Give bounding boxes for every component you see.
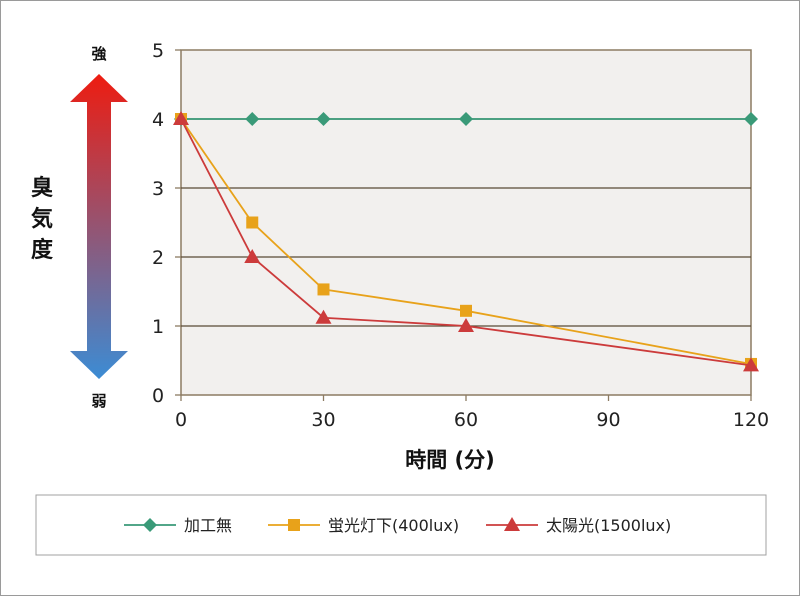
data-point-triangle [173,111,189,125]
legend-label: 蛍光灯下(400lux) [328,516,459,535]
y-axis-label-char: 臭 [31,175,53,201]
data-point-square [460,304,472,317]
odor-intensity-arrow [70,74,128,379]
double-arrow-icon [70,74,128,379]
y-tick-label: 2 [152,247,164,269]
legend-marker-diamond [143,518,157,532]
data-point-triangle [315,309,332,324]
data-point-triangle [743,357,759,372]
legend-item: 蛍光灯下(400lux) [268,516,459,535]
x-tick-label: 30 [311,409,335,431]
y-axis-label-char: 度 [31,237,54,263]
x-axis-ticks: 0 30 60 90 120 [175,395,769,431]
x-tick-label: 60 [454,409,478,431]
x-tick-label: 0 [175,409,187,431]
series-group [173,111,759,372]
y-axis-label-char: 気 [31,206,53,232]
y-tick-label: 0 [152,385,164,407]
x-tick-label: 90 [596,409,620,431]
data-point-square [246,216,259,229]
data-point-square [317,283,330,296]
legend-marker-square [288,519,300,531]
y-axis-ticks: 0 1 2 3 4 5 [152,40,181,407]
data-point-diamond [316,112,331,126]
plot-area [180,49,752,396]
x-tick-label: 120 [733,409,769,431]
y-tick-label: 3 [152,178,164,200]
legend: 加工無 蛍光灯下(400lux) 太陽光(1500lux) [124,516,671,535]
x-axis-label: 時間 (分) [405,448,495,472]
y-tick-label: 4 [152,109,164,131]
y-weak-label: 弱 [91,392,106,410]
legend-label: 加工無 [184,516,232,535]
legend-marker-triangle [504,517,520,531]
y-strong-label: 強 [91,45,106,63]
legend-item: 加工無 [124,516,232,535]
data-point-triangle [458,318,474,332]
data-point-triangle [244,249,261,263]
y-tick-label: 1 [152,316,164,338]
data-point-diamond [245,112,260,126]
y-axis-label: 臭気度 [31,175,54,263]
data-point-diamond [459,112,473,126]
data-point-diamond [744,112,758,126]
legend-item: 太陽光(1500lux) [486,516,671,535]
legend-label: 太陽光(1500lux) [546,516,671,535]
series-3 [173,111,759,372]
y-tick-label: 5 [152,40,164,62]
